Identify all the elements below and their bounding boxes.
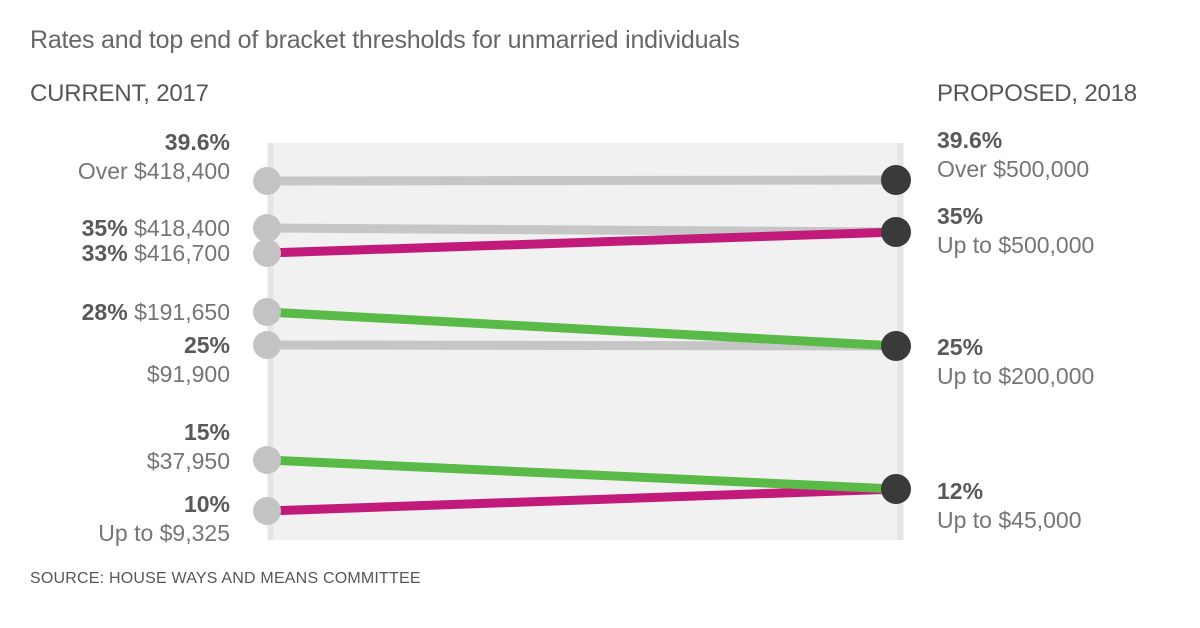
- left-bracket-rate: 28%: [81, 299, 128, 325]
- left-bracket-threshold: $416,700: [134, 240, 230, 266]
- left-bracket-labels: 39.6% Over $418,400 35% $418,400 33% $416,7…: [0, 0, 230, 628]
- bracket-link-gray: [266, 340, 897, 351]
- right-bracket-rate: 25%: [937, 334, 984, 360]
- right-bracket-threshold: Up to $200,000: [937, 363, 1095, 389]
- proposed-bracket-dot: [881, 165, 911, 195]
- left-bracket-rate: 25%: [183, 332, 230, 358]
- left-bracket-threshold: Up to $9,325: [98, 520, 230, 546]
- left-bracket-rate: 15%: [183, 419, 230, 445]
- current-bracket-dot: [253, 298, 281, 326]
- left-bracket-label: 35% $418,400: [82, 214, 230, 243]
- left-bracket-threshold: Over $418,400: [77, 158, 230, 184]
- current-bracket-dot: [253, 497, 281, 525]
- left-bracket-rate: 35%: [81, 215, 128, 241]
- right-bracket-rate: 39.6%: [937, 127, 1003, 153]
- bracket-link-green: [266, 307, 897, 351]
- current-bracket-dot: [253, 331, 281, 359]
- right-bracket-label: 35% Up to $500,000: [937, 202, 1094, 260]
- left-bracket-rate: 33%: [81, 240, 128, 266]
- current-bracket-dot: [253, 214, 281, 242]
- left-bracket-threshold: $91,900: [146, 361, 230, 387]
- right-bracket-label: 12% Up to $45,000: [937, 477, 1082, 535]
- source-note: SOURCE: HOUSE WAYS AND MEANS COMMITTEE: [30, 570, 421, 587]
- left-bracket-label: 28% $191,650: [82, 298, 230, 327]
- left-bracket-threshold: $418,400: [134, 215, 230, 241]
- left-bracket-label: 39.6% Over $418,400: [78, 128, 230, 186]
- right-bracket-label: 25% Up to $200,000: [937, 333, 1094, 391]
- left-bracket-rate: 10%: [183, 491, 230, 517]
- right-bracket-threshold: Up to $500,000: [937, 232, 1095, 258]
- right-bracket-label: 39.6% Over $500,000: [937, 126, 1089, 184]
- right-bracket-threshold: Up to $45,000: [937, 507, 1082, 533]
- left-bracket-label: 15% $37,950: [147, 418, 230, 476]
- left-bracket-threshold: $37,950: [146, 448, 230, 474]
- left-bracket-label: 10% Up to $9,325: [98, 490, 230, 548]
- bracket-link-magenta: [266, 484, 897, 516]
- current-bracket-dot: [253, 446, 281, 474]
- current-bracket-dot: [253, 239, 281, 267]
- chart-title: Rates and top end of bracket thresholds …: [30, 26, 740, 54]
- left-bracket-label: 33% $416,700: [82, 239, 230, 268]
- right-column-header: PROPOSED, 2018: [937, 80, 1137, 107]
- bracket-link-gray: [266, 175, 897, 186]
- left-bracket-threshold: $191,650: [134, 299, 230, 325]
- left-column-header: CURRENT, 2017: [30, 80, 209, 107]
- proposed-bracket-dot: [881, 474, 911, 504]
- right-bracket-rate: 35%: [937, 203, 984, 229]
- right-bracket-rate: 12%: [937, 478, 984, 504]
- left-bracket-rate: 39.6%: [164, 129, 230, 155]
- proposed-bracket-dot: [881, 331, 911, 361]
- right-bracket-labels: 39.6% Over $500,000 35% Up to $500,000 25% Up…: [937, 0, 1200, 628]
- current-bracket-dot: [253, 167, 281, 195]
- right-bracket-threshold: Over $500,000: [937, 156, 1090, 182]
- bracket-link-green: [266, 455, 897, 494]
- left-bracket-label: 25% $91,900: [147, 331, 230, 389]
- proposed-bracket-dot: [881, 217, 911, 247]
- bracket-link-magenta: [266, 227, 897, 258]
